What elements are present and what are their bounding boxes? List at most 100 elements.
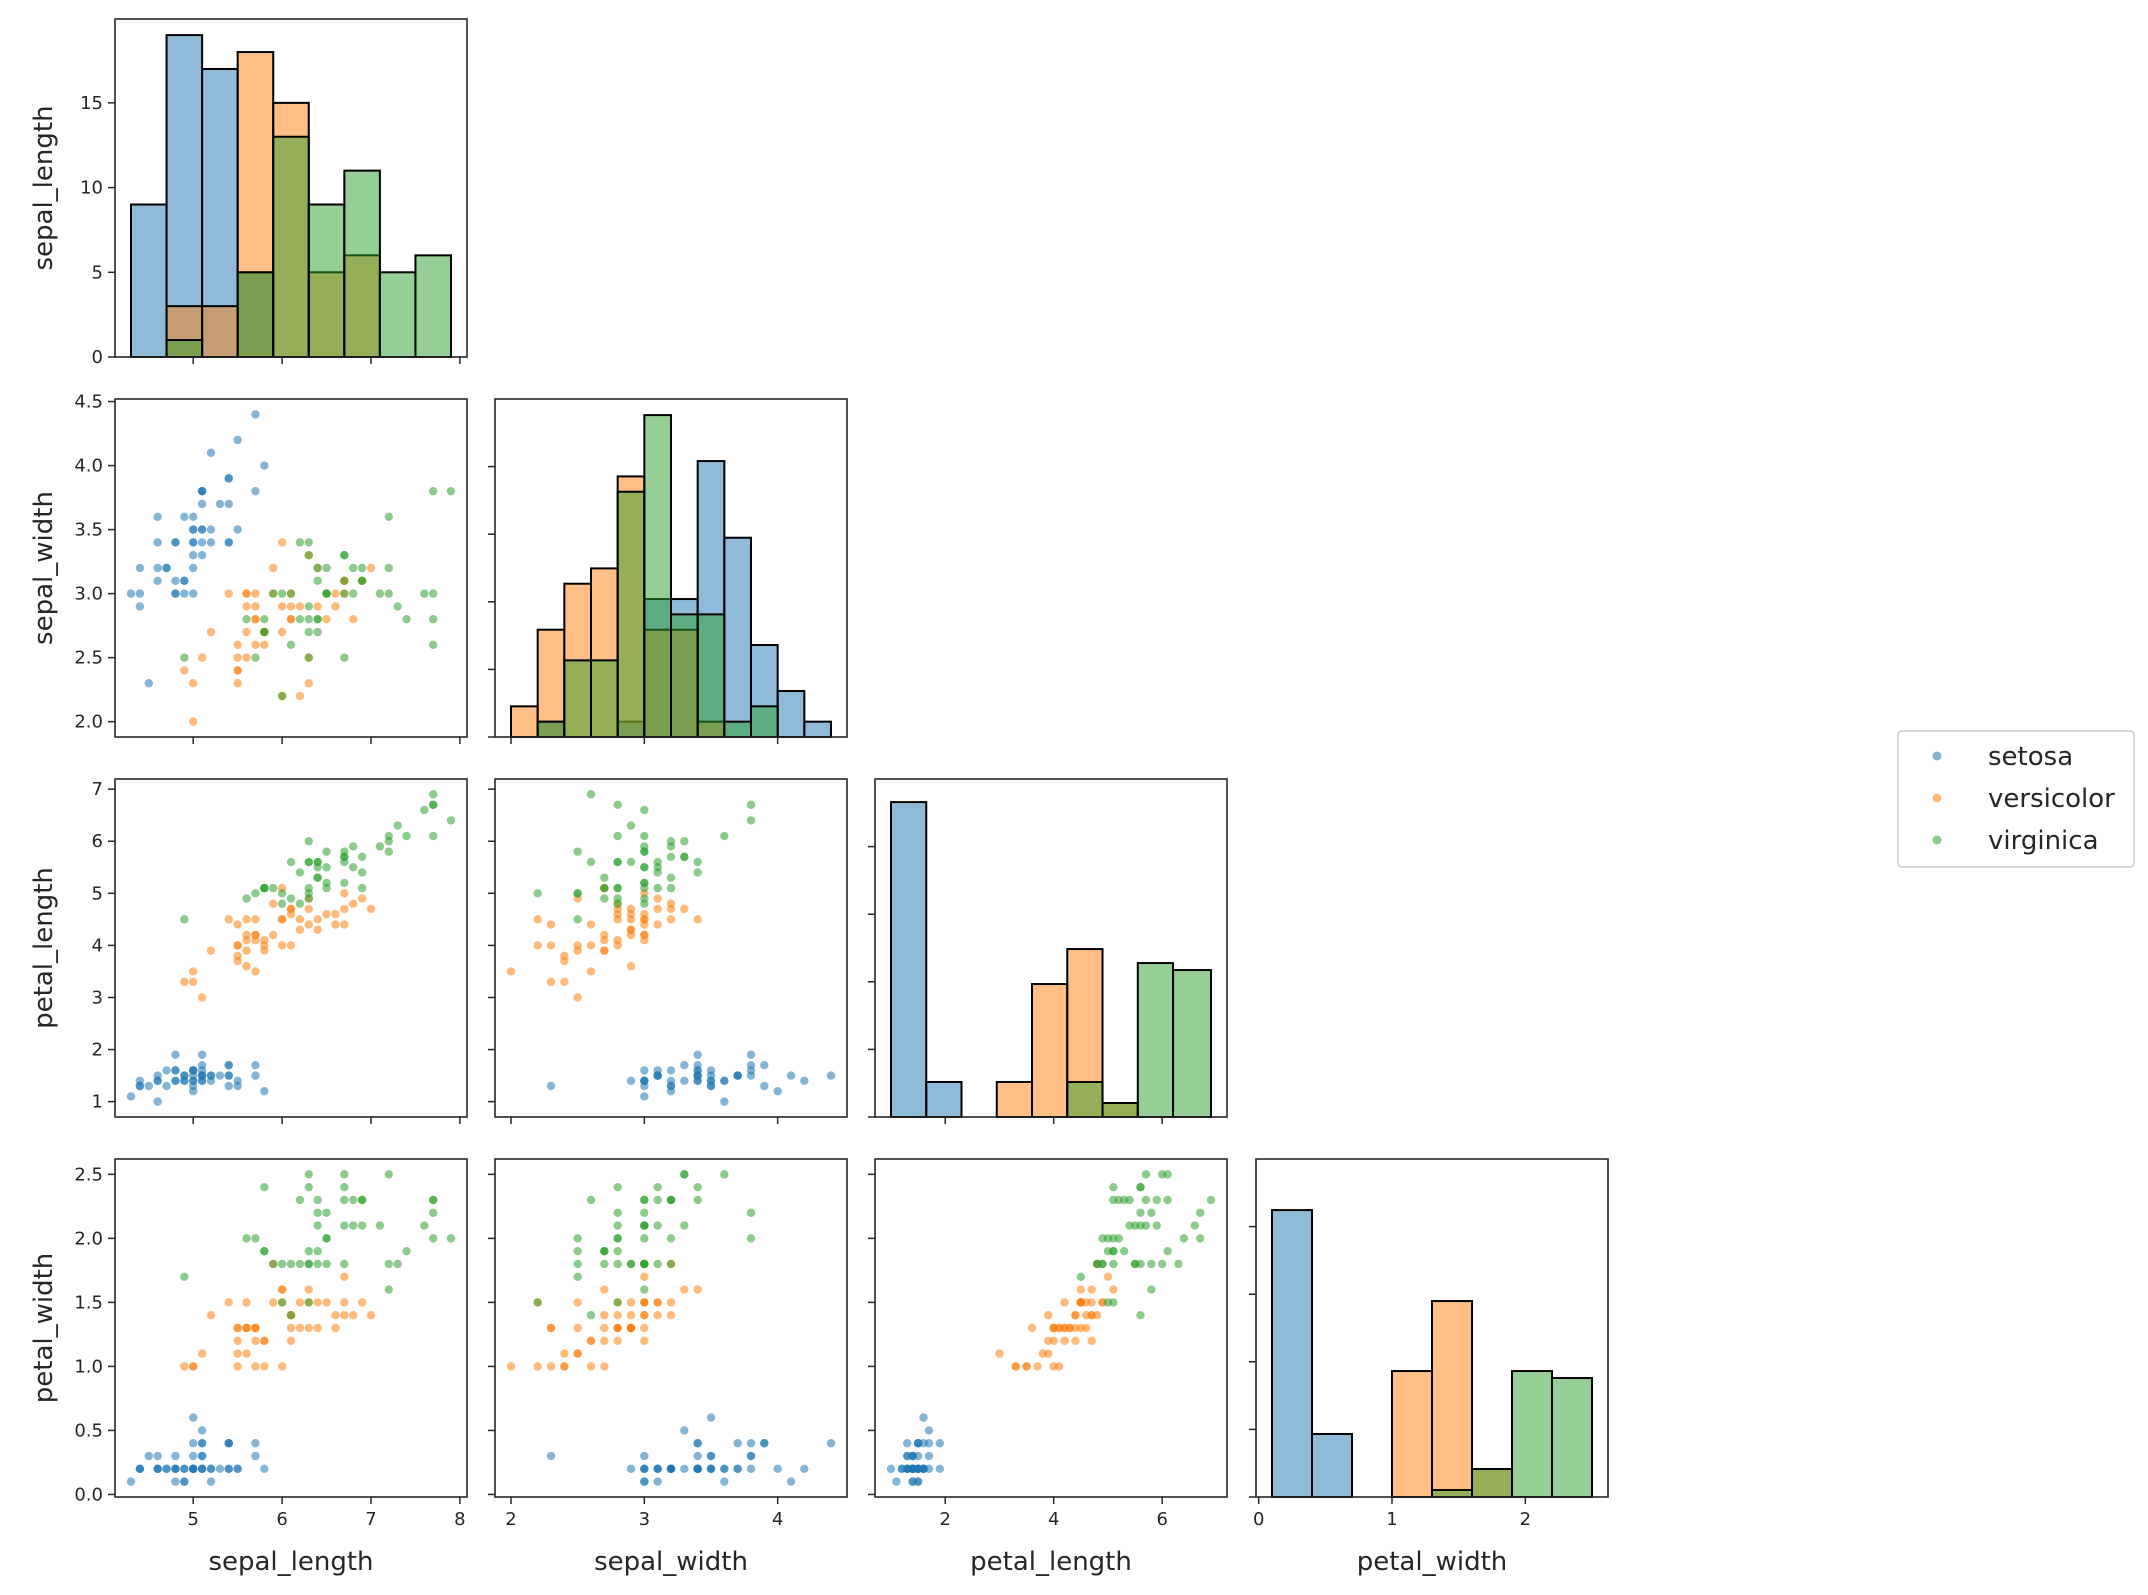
point-virginica-38-petal_width-vs-sepal_length [277, 1259, 287, 1269]
point-versicolor-48-petal_length-vs-sepal_length [197, 993, 207, 1002]
point-setosa-34-petal_width-vs-sepal_length [180, 1464, 189, 1474]
point-setosa-8-petal_length-vs-sepal_width [626, 1076, 636, 1086]
point-virginica-49-sepal_width-vs-sepal_length [269, 589, 278, 598]
point-virginica-25-petal_width-vs-sepal_width [666, 1259, 676, 1269]
point-setosa-33-petal_length-vs-sepal_width [800, 1076, 809, 1086]
point-versicolor-28-petal_width-vs-sepal_width [626, 1298, 636, 1307]
point-virginica-12-petal_length-vs-sepal_length [349, 863, 358, 872]
point-setosa-13-petal_length-vs-sepal_length [126, 1092, 136, 1101]
point-versicolor-6-petal_width-vs-sepal_length [304, 1285, 313, 1294]
point-virginica-6-petal_length-vs-sepal_length [180, 915, 189, 924]
point-virginica-20-petal_width-vs-petal_length [1141, 1195, 1151, 1205]
point-versicolor-30-petal_width-vs-sepal_length [233, 1349, 242, 1358]
point-virginica-8-petal_width-vs-petal_length [1147, 1259, 1156, 1269]
point-versicolor-18-sepal_width-vs-sepal_length [295, 691, 305, 701]
point-virginica-21-petal_width-vs-sepal_length [242, 1234, 251, 1243]
panel-sepal_width-vs-sepal_width [488, 398, 848, 744]
panel-petal_width-vs-petal_width: 0 1 2 [1249, 1158, 1609, 1530]
point-virginica-15-petal_length-vs-sepal_width [666, 873, 676, 882]
point-virginica-45-petal_width-vs-sepal_width [640, 1195, 649, 1205]
point-versicolor-38-sepal_width-vs-sepal_length [242, 589, 251, 598]
hist-bar-sepal_width-virginica-4 [616, 490, 646, 738]
point-versicolor-19-petal_width-vs-sepal_length [242, 1349, 251, 1358]
point-setosa-38-sepal_width-vs-sepal_length [135, 589, 145, 598]
hist-bar-sepal_width-setosa-8 [723, 536, 752, 739]
point-versicolor-29-petal_length-vs-sepal_length [251, 967, 260, 976]
panel-frame-sepal_width-sepal_width [494, 398, 848, 738]
point-versicolor-43-petal_width-vs-sepal_length [189, 1362, 198, 1371]
point-virginica-26-petal_length-vs-sepal_width [613, 899, 622, 908]
point-versicolor-22-petal_width-vs-sepal_width [573, 1298, 582, 1307]
point-setosa-36-petal_width-vs-sepal_length [233, 1464, 242, 1474]
point-setosa-22-sepal_width-vs-sepal_length [153, 512, 162, 521]
point-setosa-33-petal_width-vs-sepal_width [800, 1464, 809, 1474]
point-setosa-39-sepal_width-vs-sepal_length [197, 538, 207, 547]
point-setosa-37-sepal_width-vs-sepal_length [180, 512, 189, 521]
point-versicolor-4-petal_length-vs-sepal_length [322, 909, 331, 919]
point-versicolor-16-petal_width-vs-sepal_length [242, 1298, 251, 1307]
point-virginica-39-petal_length-vs-sepal_width [653, 868, 662, 877]
point-virginica-24-petal_width-vs-sepal_width [680, 1221, 689, 1230]
point-setosa-30-petal_width-vs-sepal_length [171, 1464, 180, 1474]
point-versicolor-23-petal_width-vs-sepal_width [613, 1336, 622, 1346]
hist-bar-sepal_width-virginica-8 [723, 720, 752, 739]
legend-marker-versicolor [1932, 793, 1942, 803]
point-virginica-37-petal_width-vs-sepal_width [653, 1259, 662, 1269]
point-virginica-17-petal_width-vs-sepal_width [746, 1208, 756, 1217]
point-virginica-49-petal_length-vs-sepal_width [640, 883, 649, 893]
point-setosa-18-petal_width-vs-sepal_length [251, 1451, 260, 1461]
point-versicolor-29-petal_width-vs-sepal_width [586, 1362, 596, 1371]
point-versicolor-29-petal_width-vs-sepal_length [251, 1362, 260, 1371]
point-virginica-41-sepal_width-vs-sepal_length [357, 576, 367, 586]
point-virginica-42-sepal_width-vs-sepal_length [260, 627, 269, 637]
point-virginica-39-petal_width-vs-sepal_width [653, 1221, 662, 1230]
point-versicolor-42-petal_length-vs-sepal_length [260, 941, 269, 950]
y-tick-label-petal_width-0-5: 0.5 [74, 1420, 103, 1441]
point-virginica-45-sepal_width-vs-sepal_length [340, 589, 349, 598]
point-setosa-24-sepal_width-vs-sepal_length [171, 538, 180, 547]
point-virginica-33-petal_length-vs-sepal_width [613, 883, 622, 893]
point-versicolor-18-petal_length-vs-sepal_width [533, 915, 542, 924]
point-virginica-16-petal_length-vs-sepal_width [640, 863, 649, 872]
point-setosa-20-petal_length-vs-sepal_length [224, 1060, 233, 1070]
point-versicolor-37-sepal_width-vs-sepal_length [304, 679, 313, 688]
point-versicolor-42-petal_length-vs-sepal_width [586, 941, 596, 950]
point-virginica-18-petal_length-vs-sepal_length [429, 790, 438, 799]
point-virginica-23-petal_width-vs-sepal_length [304, 1259, 313, 1269]
point-versicolor-35-petal_length-vs-sepal_length [277, 915, 287, 924]
point-versicolor-37-petal_length-vs-sepal_length [304, 920, 313, 929]
point-setosa-27-sepal_width-vs-sepal_length [206, 525, 216, 534]
point-versicolor-34-petal_width-vs-sepal_width [640, 1298, 649, 1307]
point-virginica-32-petal_width-vs-petal_length [1136, 1208, 1145, 1217]
point-virginica-17-petal_length-vs-sepal_width [746, 800, 756, 809]
point-versicolor-44-petal_length-vs-sepal_width [600, 930, 609, 940]
point-virginica-8-sepal_width-vs-sepal_length [340, 653, 349, 662]
point-setosa-34-sepal_width-vs-sepal_length [180, 576, 189, 586]
point-setosa-15-petal_width-vs-sepal_length [251, 1439, 260, 1448]
point-versicolor-7-petal_length-vs-sepal_width [560, 977, 569, 987]
point-setosa-43-sepal_width-vs-sepal_length [189, 525, 198, 534]
point-virginica-47-petal_width-vs-sepal_width [640, 1234, 649, 1243]
legend-marker-setosa [1932, 751, 1942, 761]
point-versicolor-41-petal_length-vs-sepal_length [286, 909, 296, 919]
point-virginica-37-petal_width-vs-petal_length [1130, 1259, 1140, 1269]
point-virginica-42-petal_length-vs-sepal_width [600, 883, 609, 893]
point-virginica-43-sepal_width-vs-sepal_length [349, 563, 358, 573]
point-virginica-3-sepal_width-vs-sepal_length [304, 602, 313, 611]
y-tick-label-petal_length-1: 1 [92, 1092, 103, 1113]
point-versicolor-42-petal_width-vs-sepal_width [586, 1336, 596, 1346]
hist-bar-petal_length-virginica-5 [1066, 1081, 1104, 1119]
point-virginica-49-petal_width-vs-petal_length [1109, 1259, 1118, 1269]
point-versicolor-12-petal_length-vs-sepal_length [277, 941, 287, 950]
point-virginica-15-sepal_width-vs-sepal_length [313, 563, 322, 573]
y-tick-label-petal_length-3: 3 [92, 987, 103, 1008]
point-virginica-22-petal_width-vs-sepal_width [613, 1234, 622, 1243]
point-versicolor-23-petal_width-vs-petal_length [1087, 1336, 1096, 1346]
point-versicolor-42-petal_width-vs-sepal_length [260, 1336, 269, 1346]
point-virginica-2-petal_length-vs-sepal_length [375, 842, 385, 851]
point-setosa-44-petal_width-vs-sepal_width [746, 1439, 756, 1448]
point-versicolor-21-petal_width-vs-sepal_length [286, 1323, 296, 1333]
point-versicolor-49-petal_width-vs-sepal_width [613, 1323, 622, 1333]
point-setosa-31-sepal_width-vs-sepal_length [224, 538, 233, 547]
point-virginica-21-petal_width-vs-petal_length [1098, 1234, 1107, 1243]
